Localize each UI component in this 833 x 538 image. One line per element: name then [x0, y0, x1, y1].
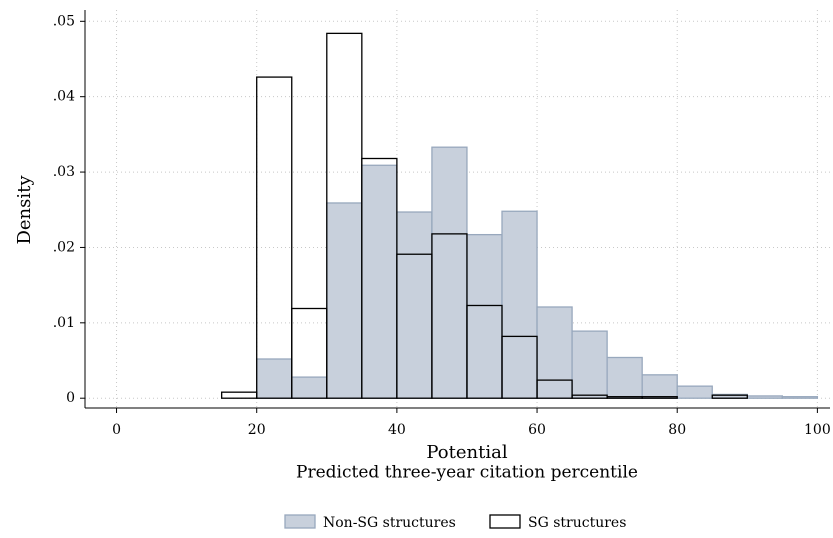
histogram-bar: [501, 335, 538, 399]
histogram-bar: [501, 210, 538, 399]
histogram-bar: [641, 374, 678, 399]
x-axis-subtitle: Predicted three-year citation percentile: [296, 463, 638, 483]
histogram-bar: [396, 211, 433, 399]
y-tick-label: 0: [66, 390, 75, 406]
histogram-bar: [361, 164, 398, 399]
histogram-bar: [676, 385, 713, 399]
histogram-bar: [781, 396, 819, 399]
legend-swatch: [489, 514, 521, 529]
x-axis-label: Potential: [426, 442, 507, 463]
histogram-bar: [256, 358, 293, 399]
histogram-bar: [326, 202, 363, 399]
histogram-bar: [746, 395, 783, 399]
y-tick-label: .04: [53, 89, 75, 105]
y-tick-label: .01: [53, 315, 75, 331]
x-tick-label: 80: [668, 422, 686, 438]
legend-label: SG structures: [528, 515, 626, 531]
histogram-bar: [571, 330, 608, 399]
histogram-bar: [536, 306, 573, 399]
x-tick-label: 100: [804, 422, 831, 438]
histogram-bar: [466, 233, 503, 399]
histogram-bar: [291, 376, 328, 399]
x-tick-label: 0: [112, 422, 121, 438]
histogram-bar: [536, 379, 573, 399]
y-tick-label: .05: [53, 13, 75, 29]
histogram-bar: [221, 391, 258, 399]
histogram-bar: [256, 76, 293, 399]
histogram-bar: [606, 356, 643, 399]
y-tick-label: .02: [53, 239, 75, 255]
legend-swatch: [284, 514, 316, 529]
legend-label: Non-SG structures: [323, 515, 456, 531]
y-tick-label: .03: [53, 164, 75, 180]
y-axis-label: Density: [14, 175, 35, 245]
histogram-bar: [641, 396, 678, 399]
x-tick-label: 60: [528, 422, 546, 438]
histogram-bar: [711, 394, 748, 399]
histogram-bar: [431, 146, 468, 399]
x-tick-label: 20: [248, 422, 266, 438]
x-tick-label: 40: [388, 422, 406, 438]
